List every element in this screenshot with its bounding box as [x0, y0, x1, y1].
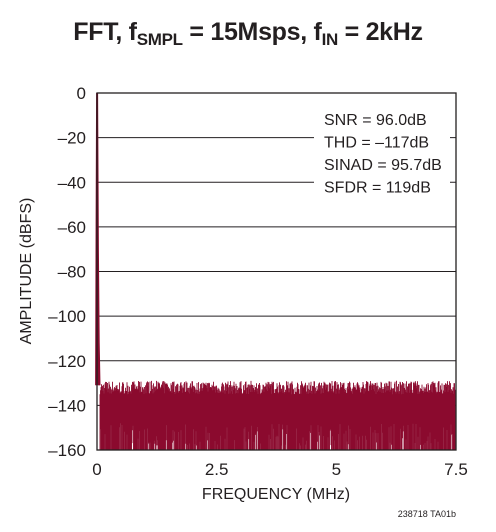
noise-floor-series [99, 380, 456, 450]
x-tick-labels: 0 2.5 5 7.5 [92, 460, 468, 479]
y-tick-label: –160 [48, 441, 86, 460]
x-tick-label: 0 [92, 460, 101, 479]
y-tick-label: –40 [58, 173, 86, 192]
stats-background [314, 107, 450, 199]
noise-trace [99, 380, 456, 450]
y-tick-label: –120 [48, 352, 86, 371]
y-tick-label: –80 [58, 263, 86, 282]
x-tick-label: 5 [332, 460, 341, 479]
stat-line: THD = –117dB [324, 135, 429, 152]
y-tick-labels: 0 –20 –40 –60 –80 –100 –120 –140 –160 [48, 84, 86, 460]
y-axis-label: AMPLITUDE (dBFS) [18, 198, 35, 345]
stats-annotation: SNR = 96.0dB THD = –117dB SINAD = 95.7dB SF… [314, 107, 450, 199]
chart-title: FFT, fSMPL = 15Msps, fIN = 2kHz [73, 18, 423, 49]
y-tick-label: –140 [48, 396, 86, 415]
y-tick-label: –20 [58, 129, 86, 148]
stat-line: SNR = 96.0dB [324, 112, 427, 129]
stat-line: SINAD = 95.7dB [324, 157, 442, 174]
plot-frame [96, 92, 457, 451]
x-axis-label: FREQUENCY (MHz) [202, 486, 350, 503]
figure-code: 238718 TA01b [398, 509, 456, 519]
y-tick-label: –100 [48, 307, 86, 326]
y-tick-label: 0 [77, 84, 86, 103]
x-tick-label: 2.5 [205, 460, 229, 479]
stat-line: SFDR = 119dB [324, 180, 431, 197]
x-tick-label: 7.5 [444, 460, 468, 479]
y-tick-label: –60 [58, 218, 86, 237]
